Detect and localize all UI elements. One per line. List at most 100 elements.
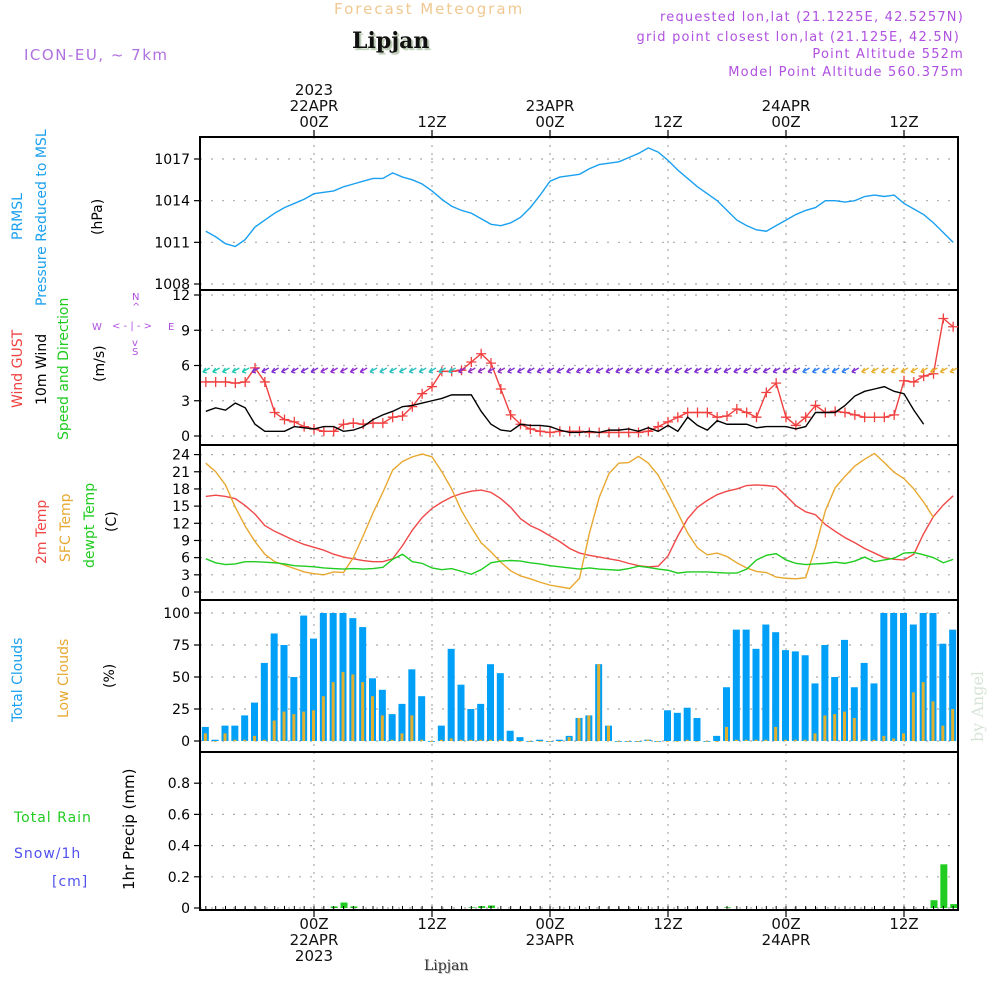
low-cloud-bar (685, 739, 689, 741)
total-cloud-bar (693, 717, 701, 741)
total-cloud-bar (791, 651, 799, 741)
wind-direction-arrow (251, 367, 260, 374)
total-cloud-bar (300, 615, 308, 741)
gust-marker (840, 407, 850, 418)
low-cloud-bar (420, 739, 424, 741)
low-cloud-bar (223, 733, 227, 741)
panel-4: 0 0.2 0.4 0.6 0.8 (168, 751, 959, 917)
low-cloud-bar (872, 739, 876, 741)
low-cloud-bar (400, 733, 404, 741)
wind-direction-arrow (428, 367, 437, 374)
wind-direction-arrow (733, 367, 742, 374)
gust-marker (584, 427, 595, 438)
low-cloud-bar (646, 739, 650, 741)
wind-direction-arrow (802, 367, 810, 374)
panel-0: 1008 1011 1014 1017 (154, 136, 959, 293)
gust-marker (948, 321, 959, 332)
wind-direction-arrow (723, 367, 732, 374)
low-cloud-bar (508, 741, 512, 742)
panel-frame (199, 444, 959, 601)
bottom-time-label: 12Z (653, 915, 682, 933)
low-cloud-bar (882, 735, 886, 741)
low-cloud-bar (705, 741, 709, 742)
wind-direction-arrow (369, 367, 378, 374)
low-cloud-bar (744, 739, 748, 741)
total-cloud-bar (782, 650, 789, 741)
wind-direction-arrow (330, 367, 338, 374)
low-cloud-bar (272, 720, 276, 741)
wind-direction-arrow (772, 367, 781, 374)
low-cloud-bar (282, 711, 286, 741)
low-cloud-bar (616, 741, 620, 742)
total-cloud-bar (487, 664, 494, 741)
total-cloud-bar (211, 739, 219, 741)
wind-direction-arrow (438, 367, 447, 374)
low-cloud-bar (233, 739, 237, 741)
wind-direction-arrow (841, 367, 850, 374)
gust-marker (604, 427, 614, 438)
total-cloud-bar (919, 613, 927, 741)
low-cloud-bar (626, 741, 630, 742)
total-cloud-bar (909, 624, 917, 741)
wind-direction-arrow (664, 367, 673, 374)
wind-direction-arrow (743, 367, 751, 374)
wind-direction-arrow (349, 367, 358, 374)
wind-direction-arrow (546, 367, 555, 374)
top-time-label: 22APR (290, 97, 339, 115)
total-cloud-bar (447, 648, 455, 741)
ytick-label: 15 (172, 499, 190, 515)
low-cloud-bar (390, 739, 394, 741)
gust-marker (633, 427, 644, 438)
compass-rose: N ^ W < - | - > E v S (92, 292, 182, 358)
low-cloud-bar (843, 711, 846, 741)
wind-direction-arrow (408, 367, 417, 374)
low-cloud-bar (754, 739, 758, 741)
low-cloud-bar (666, 741, 669, 742)
low-cloud-bar (371, 696, 374, 741)
ytick-label: 0.6 (168, 807, 190, 823)
wind-direction-arrow (713, 367, 722, 374)
total-cloud-bar (929, 613, 937, 741)
gust-marker (348, 418, 359, 429)
low-cloud-bar (449, 738, 453, 741)
snow-legend: Snow/1h (14, 846, 82, 862)
gust-marker (279, 414, 290, 425)
wind-direction-arrow (890, 367, 899, 374)
panel-frame (199, 751, 959, 911)
gust-marker (259, 376, 270, 387)
total-cloud-bar (850, 687, 858, 741)
low-cloud-bar (489, 739, 492, 741)
top-time-label: 00Z (771, 113, 800, 131)
snow-unit: [cm] (52, 874, 89, 890)
gust-marker (210, 376, 221, 387)
wind-direction-arrow (398, 367, 407, 374)
gust-marker (495, 384, 506, 394)
low-cloud-bar (656, 741, 660, 742)
wind-direction-arrow (831, 367, 840, 374)
wind-direction-arrow (477, 367, 486, 374)
low-cloud-bar (902, 733, 905, 741)
wind-direction-arrow (280, 367, 289, 374)
total-cloud-bar (772, 632, 780, 741)
gust-marker (869, 412, 880, 423)
low-cloud-bar (213, 741, 217, 742)
low-cloud-bar (331, 682, 335, 741)
panel-frame (199, 136, 959, 291)
compass-cross: < - | - > (112, 321, 153, 332)
total-cloud-bar (408, 669, 416, 741)
wind-direction-arrow (457, 367, 466, 374)
bottom-time-label: 00Z (535, 915, 564, 933)
wind-direction-arrow (792, 367, 801, 374)
gust-marker (800, 412, 811, 423)
wind-direction-arrow (516, 367, 525, 374)
ytick-label: 0.4 (168, 839, 190, 855)
low-cloud-bar (862, 739, 866, 741)
low-cloud-bar (548, 741, 551, 742)
wind-direction-arrow (507, 367, 515, 374)
wind-direction-arrow (339, 367, 348, 374)
total-cloud-bar (329, 613, 337, 741)
low-cloud-bar (243, 739, 247, 741)
total-cloud-bar (467, 709, 475, 741)
wind-direction-arrow (231, 367, 240, 374)
gust-marker (328, 426, 339, 437)
